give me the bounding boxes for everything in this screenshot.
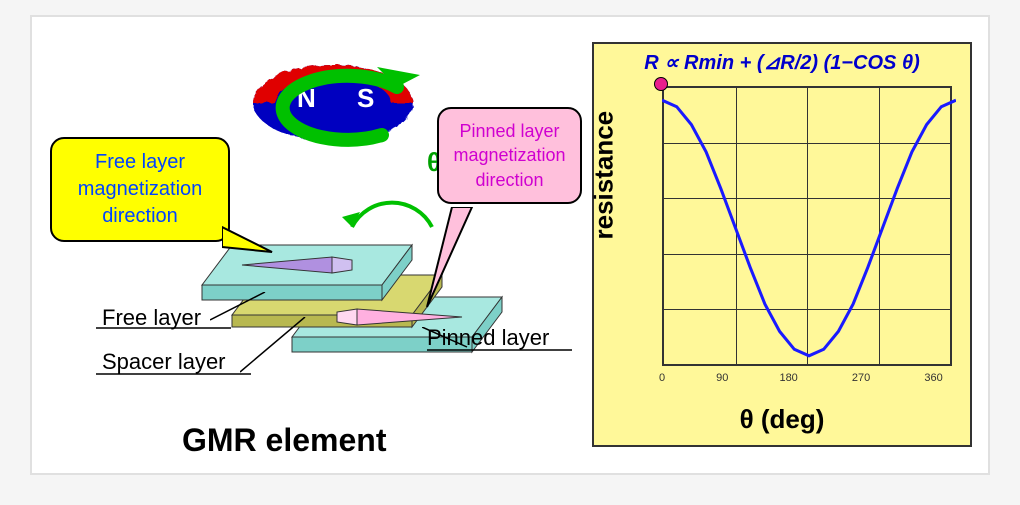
- chart-xlabel: θ (deg): [594, 404, 970, 435]
- free-layer-callout: Free layer magnetization direction: [50, 137, 230, 242]
- spacer-leader-icon: [240, 317, 320, 377]
- magnet-s-label: S: [357, 83, 374, 113]
- figure-frame: N S θ: [30, 15, 990, 475]
- chart-plot-area: [662, 86, 952, 366]
- xtick-0: 0: [659, 372, 665, 392]
- diagram-title: GMR element: [182, 422, 386, 459]
- xtick-4: 360: [924, 372, 942, 392]
- xtick-1: 90: [716, 372, 728, 392]
- free-callout-tail-icon: [222, 217, 282, 257]
- callout-pinned-line2: magnetization direction: [453, 145, 565, 189]
- chart-xticks: 0 90 180 270 360: [662, 372, 952, 392]
- resistance-chart: R ∝ Rmin + (⊿R/2) (1−COS θ) resistance 0…: [592, 42, 972, 447]
- callout-pinned-line1: Pinned layer: [459, 121, 559, 141]
- free-underline-icon: [96, 327, 236, 329]
- chart-ylabel: resistance: [589, 111, 620, 240]
- curve-icon: [662, 86, 956, 370]
- chart-marker: [654, 77, 668, 91]
- callout-free-line1: Free layer: [95, 151, 185, 173]
- callout-free-line2: magnetization direction: [78, 178, 203, 227]
- xtick-3: 270: [852, 372, 870, 392]
- spacer-layer-label: Spacer layer: [102, 349, 226, 375]
- chart-formula: R ∝ Rmin + (⊿R/2) (1−COS θ): [594, 50, 970, 75]
- pinned-underline-icon: [427, 349, 577, 351]
- xtick-2: 180: [779, 372, 797, 392]
- gmr-diagram: N S θ: [32, 17, 592, 477]
- pinned-layer-callout: Pinned layer magnetization direction: [437, 107, 582, 204]
- spacer-underline-icon: [96, 373, 256, 375]
- magnet-icon: N S: [242, 47, 432, 157]
- pinned-callout-tail-icon: [422, 207, 492, 317]
